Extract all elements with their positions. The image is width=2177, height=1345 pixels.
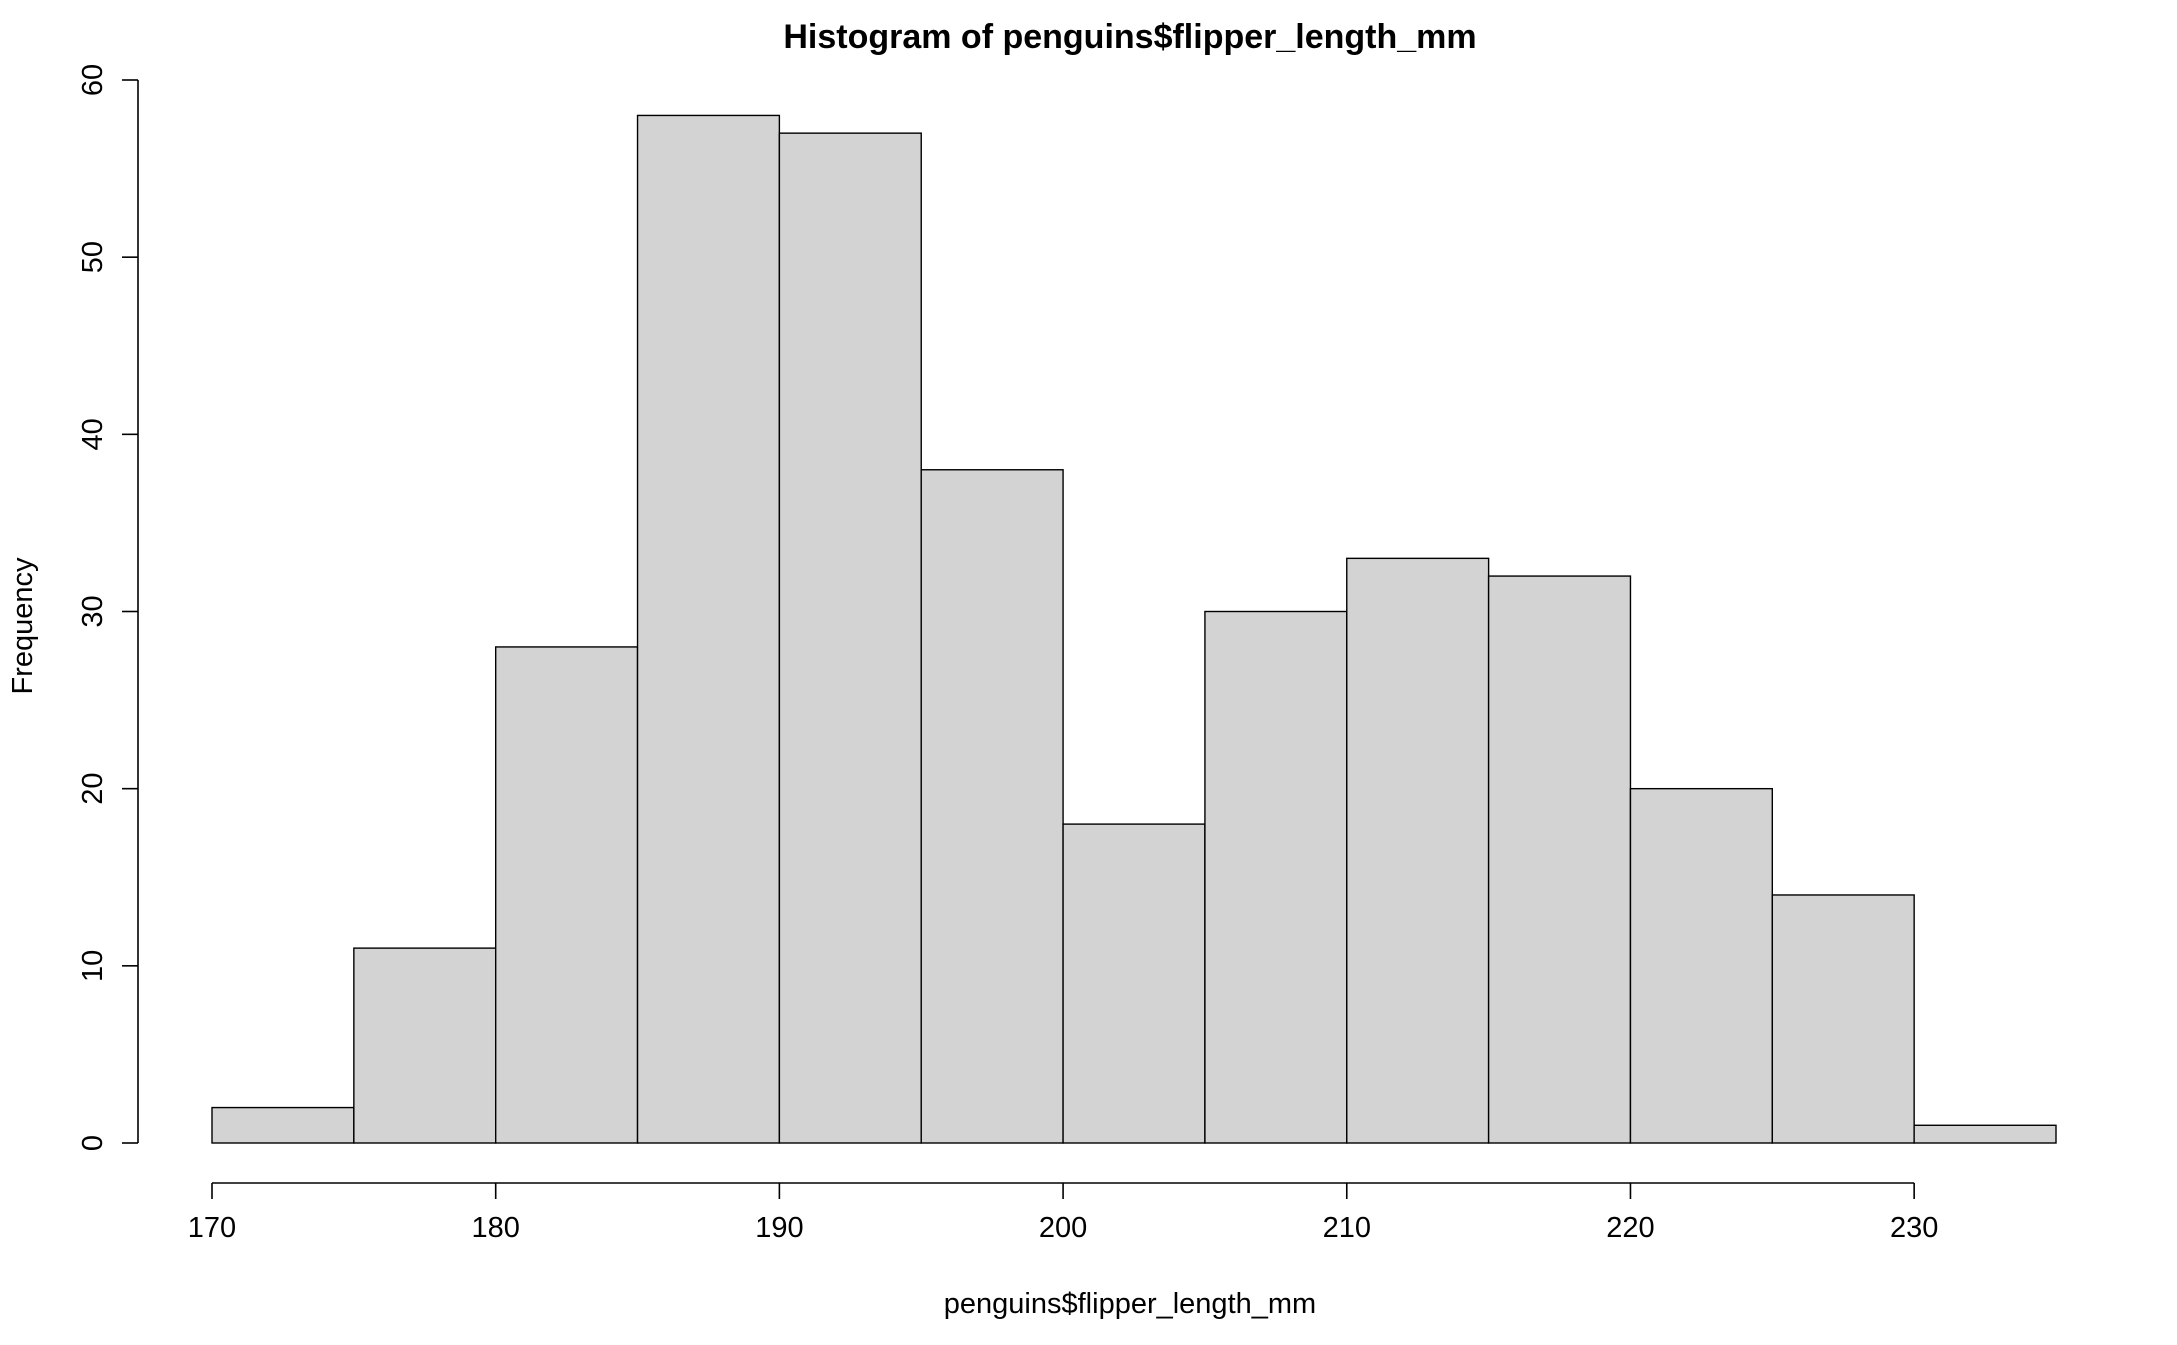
y-tick-label-20: 20	[77, 773, 109, 805]
x-tick-label-210: 210	[1323, 1212, 1371, 1244]
histogram-bar-175-180	[353, 947, 497, 1144]
y-tick-label-30: 30	[77, 595, 109, 627]
histogram-bar-225-230	[1771, 894, 1915, 1144]
y-tick-label-40: 40	[77, 418, 109, 450]
histogram-bar-210-215	[1346, 557, 1490, 1144]
histogram-bar-220-225	[1629, 787, 1774, 1144]
x-axis: 170 180 190 200 210 220 230	[188, 1182, 1938, 1244]
y-axis: 0 10 20 30 40 50 60	[77, 64, 139, 1151]
histogram-bar-200-205	[1062, 823, 1206, 1144]
x-tick-label-220: 220	[1606, 1212, 1654, 1244]
y-tick-label-60: 60	[77, 64, 109, 96]
y-tick-label-0: 0	[77, 1135, 109, 1151]
histogram-bar-190-195	[778, 132, 922, 1144]
x-tick-label-170: 170	[188, 1212, 236, 1244]
y-tick-label-50: 50	[77, 241, 109, 273]
bars-group	[211, 114, 2057, 1144]
y-axis-label: Frequency	[7, 557, 39, 695]
histogram-bar-185-190	[636, 114, 781, 1144]
histogram-bar-170-175	[211, 1106, 355, 1144]
x-tick-label-200: 200	[1039, 1212, 1087, 1244]
histogram-bar-205-210	[1204, 610, 1348, 1144]
x-axis-label: penguins$flipper_length_mm	[944, 1288, 1316, 1320]
histogram-bar-230-235	[1913, 1124, 2057, 1144]
x-tick-label-190: 190	[755, 1212, 803, 1244]
x-tick-label-180: 180	[471, 1212, 519, 1244]
histogram-bar-195-200	[920, 469, 1064, 1144]
y-tick-label-10: 10	[77, 950, 109, 982]
histogram-bar-180-185	[494, 646, 639, 1144]
chart-title: Histogram of penguins$flipper_length_mm	[783, 18, 1476, 56]
histogram-bar-215-220	[1487, 575, 1632, 1144]
x-tick-label-230: 230	[1890, 1212, 1938, 1244]
